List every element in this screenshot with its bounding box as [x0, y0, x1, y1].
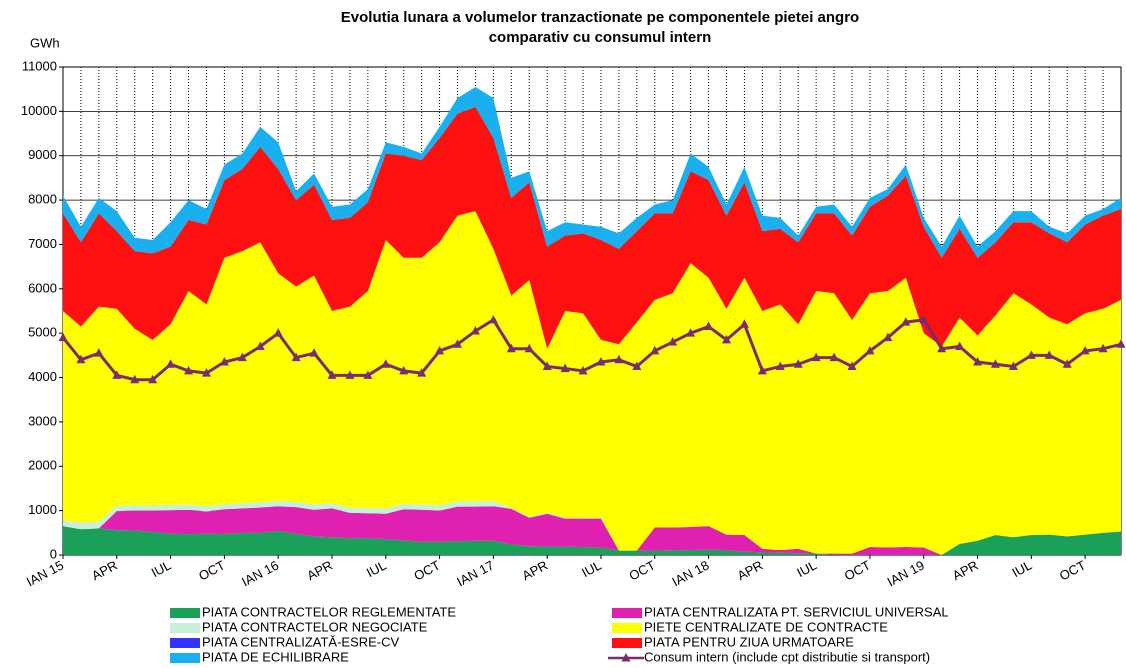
- legend-label: PIATA PENTRU ZIUA URMATOARE: [644, 634, 854, 649]
- line-marker: [686, 328, 696, 337]
- line-marker: [94, 348, 104, 357]
- line-marker: [291, 352, 301, 362]
- areas: [63, 86, 1121, 555]
- line-marker: [901, 317, 911, 326]
- legend-swatch: [170, 608, 200, 618]
- y-tick-label: 10000: [21, 103, 57, 118]
- line-marker: [345, 370, 355, 379]
- line-marker: [668, 337, 678, 346]
- area: [63, 506, 1121, 555]
- line-marker: [148, 374, 158, 384]
- line-marker: [417, 368, 427, 377]
- line-marker: [399, 365, 409, 375]
- line-marker: [453, 339, 463, 348]
- line-marker: [739, 319, 749, 328]
- line-marker: [166, 359, 176, 368]
- line-marker: [955, 341, 965, 350]
- y-tick-label: 6000: [28, 280, 57, 295]
- legend-label: PIATA CONTRACTELOR NEGOCIATE: [202, 619, 428, 634]
- line-marker: [973, 357, 983, 366]
- line-marker: [1062, 359, 1072, 368]
- line-marker: [704, 321, 714, 331]
- line-marker: [219, 357, 229, 366]
- line-marker: [488, 314, 498, 324]
- line-marker: [201, 368, 211, 377]
- line-marker: [614, 354, 624, 364]
- y-tick-label: 0: [50, 546, 57, 561]
- legend-label: PIATA CENTRALIZATĂ-ESRE-CV: [202, 634, 400, 649]
- y-tick-label: 11000: [22, 58, 57, 73]
- line-marker: [237, 352, 247, 362]
- line-marker: [1044, 350, 1054, 359]
- legend-swatch: [612, 623, 642, 633]
- line-marker: [865, 345, 875, 355]
- line-marker: [793, 359, 803, 368]
- legend-label: PIETE CENTRALIZATE DE CONTRACTE: [644, 619, 888, 634]
- legend-swatch: [170, 638, 200, 648]
- legend-swatch: [170, 623, 200, 633]
- line-marker: [435, 345, 445, 355]
- line-marker: [721, 334, 731, 344]
- line-marker: [1026, 350, 1036, 359]
- line-marker: [757, 365, 767, 375]
- y-tick-label: 7000: [28, 236, 57, 251]
- line-marker: [883, 332, 893, 342]
- legend-label: PIATA CENTRALIZATA PT. SERVICIUL UNIVERS…: [644, 604, 949, 619]
- line-marker: [596, 357, 606, 366]
- line-marker: [560, 363, 570, 373]
- y-tick-label: 3000: [28, 413, 57, 428]
- line-marker: [1116, 339, 1126, 348]
- area: [63, 526, 1121, 555]
- legend-swatch: [612, 608, 642, 618]
- line-marker: [381, 359, 391, 368]
- line-marker: [578, 365, 588, 375]
- area: [63, 106, 1121, 349]
- area: [63, 211, 1121, 555]
- y-axis-label: GWh: [30, 35, 60, 50]
- line-marker: [273, 328, 283, 337]
- line-marker: [363, 370, 373, 379]
- line-marker: [650, 345, 660, 355]
- line-marker: [811, 352, 821, 362]
- legend-label: PIATA CONTRACTELOR REGLEMENTATE: [202, 604, 456, 619]
- line-marker: [506, 343, 516, 353]
- line-marker: [112, 370, 122, 379]
- area: [63, 86, 1121, 258]
- legend-label: Consum intern (include cpt distributie s…: [644, 649, 930, 664]
- legend-label: PIATA DE ECHILIBRARE: [202, 649, 349, 664]
- y-tick-label: 2000: [28, 458, 57, 473]
- line-marker: [1008, 361, 1018, 370]
- y-tick-label: 5000: [28, 325, 57, 340]
- line-marker: [184, 365, 194, 375]
- chart-title: Evolutia lunara a volumelor tranzactiona…: [341, 9, 859, 26]
- line-marker: [937, 343, 947, 353]
- line-marker: [58, 332, 68, 342]
- area: [63, 500, 1121, 555]
- line-marker: [1098, 343, 1108, 353]
- legend-swatch: [612, 638, 642, 648]
- legend-swatch: [170, 653, 200, 663]
- line-marker: [130, 374, 140, 384]
- line-marker: [990, 359, 1000, 368]
- line-marker: [327, 370, 337, 379]
- y-tick-label: 4000: [28, 369, 57, 384]
- line-marker: [632, 361, 642, 370]
- line-marker: [470, 325, 480, 335]
- line-marker: [542, 361, 552, 370]
- y-tick-label: 9000: [28, 147, 57, 162]
- line-marker: [255, 341, 265, 350]
- line-marker: [775, 361, 785, 370]
- line-marker: [524, 343, 534, 353]
- chart-subtitle: comparativ cu consumul intern: [489, 29, 712, 46]
- y-tick-label: 8000: [28, 192, 57, 207]
- line-marker: [829, 352, 839, 362]
- y-tick-label: 1000: [28, 502, 57, 517]
- line-marker: [1080, 345, 1090, 355]
- line-marker: [847, 361, 857, 370]
- line-marker: [76, 354, 86, 364]
- line-marker: [309, 348, 319, 357]
- line-marker: [919, 314, 929, 324]
- legend-marker: [621, 653, 631, 662]
